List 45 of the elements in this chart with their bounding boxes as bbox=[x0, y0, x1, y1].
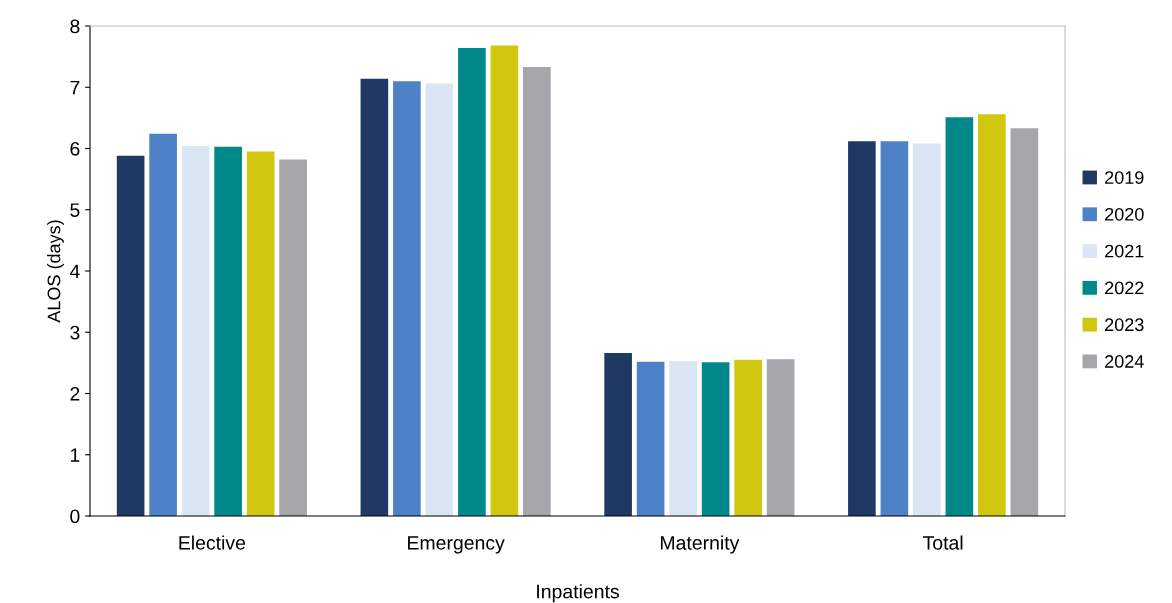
x-tick-label: Total bbox=[923, 535, 963, 550]
legend-label: 2019 bbox=[1105, 171, 1144, 184]
y-tick-label: 8 bbox=[70, 19, 80, 34]
bar bbox=[246, 151, 275, 516]
legend-label: 2020 bbox=[1105, 207, 1144, 221]
y-tick-label: 2 bbox=[70, 386, 80, 401]
x-axis-title: Inpatients bbox=[537, 584, 619, 603]
x-tick-label: Emergency bbox=[408, 536, 505, 554]
bar bbox=[604, 353, 632, 516]
bar bbox=[181, 146, 210, 516]
bar bbox=[669, 361, 697, 516]
legend-label: 2021 bbox=[1105, 244, 1144, 258]
bar bbox=[490, 45, 519, 516]
y-tick-label: 4 bbox=[69, 264, 80, 279]
bar bbox=[1010, 128, 1039, 516]
bar bbox=[458, 48, 486, 516]
bar bbox=[945, 117, 974, 516]
bar bbox=[149, 133, 177, 516]
bar bbox=[913, 143, 941, 516]
bar bbox=[279, 159, 307, 516]
y-tick-label: 6 bbox=[70, 141, 80, 156]
y-tick-label: 3 bbox=[70, 325, 80, 340]
legend-label: 2022 bbox=[1105, 281, 1144, 295]
bar bbox=[978, 114, 1006, 516]
y-tick-label: 0 bbox=[70, 509, 80, 524]
x-tick-label: Elective bbox=[179, 535, 246, 550]
y-tick-label: 5 bbox=[70, 203, 80, 217]
bar bbox=[116, 155, 145, 516]
y-tick-label: 1 bbox=[70, 448, 80, 462]
legend-label: 2024 bbox=[1105, 355, 1144, 368]
bar bbox=[701, 362, 730, 516]
y-tick-label: 7 bbox=[70, 80, 80, 95]
bar bbox=[734, 359, 762, 516]
bar bbox=[425, 83, 454, 516]
bar bbox=[360, 78, 389, 516]
legend-label: 2023 bbox=[1105, 318, 1144, 332]
x-tick-label: Maternity bbox=[660, 535, 740, 554]
bar bbox=[393, 81, 421, 516]
bar bbox=[880, 141, 909, 516]
bar bbox=[636, 361, 665, 516]
bar bbox=[523, 67, 551, 516]
y-axis-title: ALOS (days) bbox=[47, 220, 64, 323]
bar bbox=[214, 146, 242, 516]
bar bbox=[766, 359, 795, 516]
bar bbox=[848, 141, 876, 516]
